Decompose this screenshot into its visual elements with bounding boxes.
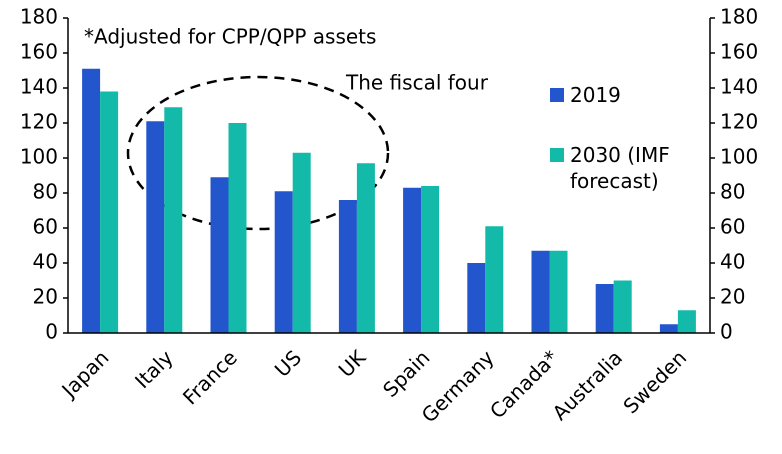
y-tick-label: 160 — [20, 40, 58, 64]
y-tick-label: 40 — [33, 250, 58, 274]
bar — [228, 123, 247, 333]
x-tick-label: Italy — [130, 345, 178, 393]
bar — [613, 280, 632, 333]
legend-label: 2030 (IMF forecast) — [570, 143, 670, 193]
y-tick-label: 0 — [45, 320, 58, 344]
bar — [485, 226, 504, 333]
bar — [146, 121, 165, 333]
y-tick-label: 20 — [33, 285, 58, 309]
bar — [531, 250, 550, 333]
y2-tick-label: 120 — [720, 110, 758, 134]
x-tick-label: Spain — [378, 345, 434, 401]
bar — [338, 200, 357, 333]
y2-tick-label: 100 — [720, 145, 758, 169]
y2-tick-label: 20 — [720, 285, 745, 309]
y2-tick-label: 40 — [720, 250, 745, 274]
y2-tick-label: 80 — [720, 180, 745, 204]
y2-tick-label: 160 — [720, 40, 758, 64]
bar — [549, 250, 568, 333]
y-tick-label: 80 — [33, 180, 58, 204]
legend-swatch — [550, 88, 564, 102]
x-tick-label: Sweden — [618, 345, 691, 418]
y2-tick-label: 60 — [720, 215, 745, 239]
bar — [659, 324, 678, 333]
bar — [356, 163, 375, 333]
bar — [164, 107, 183, 333]
bar — [292, 152, 311, 333]
annotation: The fiscal four — [345, 71, 489, 95]
bar — [274, 191, 293, 333]
bar — [421, 186, 440, 333]
x-tick-label: Japan — [56, 345, 114, 403]
footnote: *Adjusted for CPP/QPP assets — [84, 25, 376, 49]
legend-label: 2019 — [570, 83, 621, 107]
x-tick-label: UK — [334, 345, 371, 382]
y-tick-label: 140 — [20, 75, 58, 99]
bar — [403, 187, 422, 333]
bar — [677, 310, 696, 333]
bar — [467, 263, 486, 333]
bar — [100, 91, 119, 333]
y-tick-label: 60 — [33, 215, 58, 239]
bar — [595, 284, 614, 333]
y2-tick-label: 140 — [720, 75, 758, 99]
x-tick-label: US — [270, 345, 306, 381]
highlight-ellipse — [126, 75, 390, 231]
y2-tick-label: 0 — [720, 320, 733, 344]
x-tick-label: Australia — [548, 345, 628, 425]
y-tick-label: 120 — [20, 110, 58, 134]
y-tick-label: 180 — [20, 5, 58, 29]
x-tick-label: France — [178, 345, 242, 409]
bar — [82, 68, 101, 333]
bar — [210, 177, 229, 333]
y2-tick-label: 180 — [720, 5, 758, 29]
legend-swatch — [550, 148, 564, 162]
y-tick-label: 100 — [20, 145, 58, 169]
